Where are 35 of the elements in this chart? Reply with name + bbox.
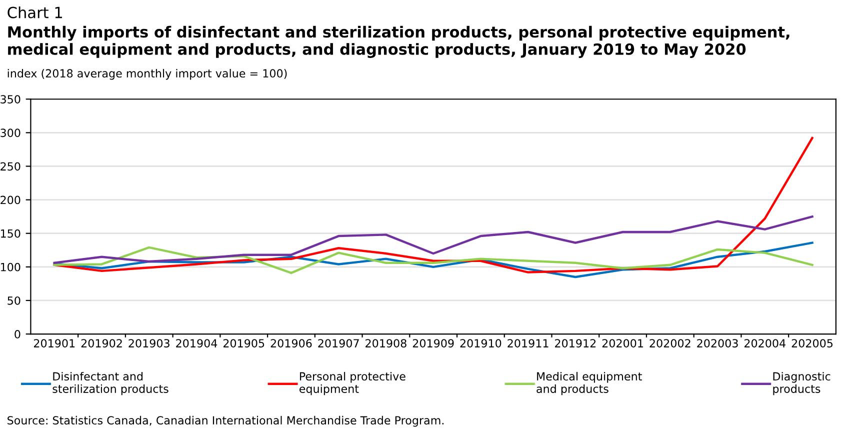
y-tick-label: 300 bbox=[0, 128, 20, 138]
legend-label: Medical equipment and products bbox=[536, 372, 642, 396]
line-series bbox=[53, 215, 814, 264]
x-tick-label: 202003 bbox=[697, 339, 738, 348]
x-tick-label: 202002 bbox=[650, 339, 690, 348]
y-tick-label: 50 bbox=[8, 296, 20, 305]
y-tick-label: 350 bbox=[0, 95, 20, 104]
x-tick-label: 201903 bbox=[128, 339, 170, 348]
x-tick-label: 201902 bbox=[81, 339, 122, 348]
legend-label: Diagnostic products bbox=[773, 372, 830, 396]
line-series bbox=[53, 136, 814, 274]
chart-title: Chart 1 bbox=[8, 6, 62, 18]
y-tick-label: 150 bbox=[1, 229, 20, 238]
y-tick-label: 200 bbox=[0, 196, 20, 204]
x-tick-label: 201909 bbox=[412, 339, 454, 348]
y-tick-label: 0 bbox=[14, 330, 20, 338]
x-tick-label: 201907 bbox=[318, 339, 359, 348]
x-tick-label: 202001 bbox=[602, 339, 643, 348]
x-tick-label: 201911 bbox=[508, 339, 548, 348]
y-tick-label: 100 bbox=[1, 262, 20, 272]
x-tick-label: 202005 bbox=[792, 339, 832, 348]
y-axis-title: index (2018 average monthly import value = 100) bbox=[8, 68, 287, 80]
source-note: Source: Statistics Canada, Canadian International Merchandise Trade Program. bbox=[8, 416, 444, 427]
x-tick-label: 201908 bbox=[366, 339, 406, 348]
legend-label: Disinfectant and sterilization products bbox=[52, 372, 168, 396]
chart-subtitle: Monthly imports of disinfectant and sterilization products, personal protective equipment, medical equipment and products, and diagnostic products, January 2019 to May 2020 bbox=[8, 26, 790, 58]
x-tick-label: 201904 bbox=[176, 339, 218, 348]
y-tick-label: 250 bbox=[0, 162, 20, 171]
x-tick-label: 201910 bbox=[460, 339, 502, 348]
x-tick-label: 201906 bbox=[270, 339, 312, 348]
x-tick-label: 201901 bbox=[34, 339, 75, 348]
x-tick-label: 201905 bbox=[223, 339, 264, 348]
legend-label: Personal protective equipment bbox=[300, 372, 406, 396]
x-tick-label: 201912 bbox=[555, 339, 596, 348]
x-tick-label: 202004 bbox=[744, 339, 786, 348]
